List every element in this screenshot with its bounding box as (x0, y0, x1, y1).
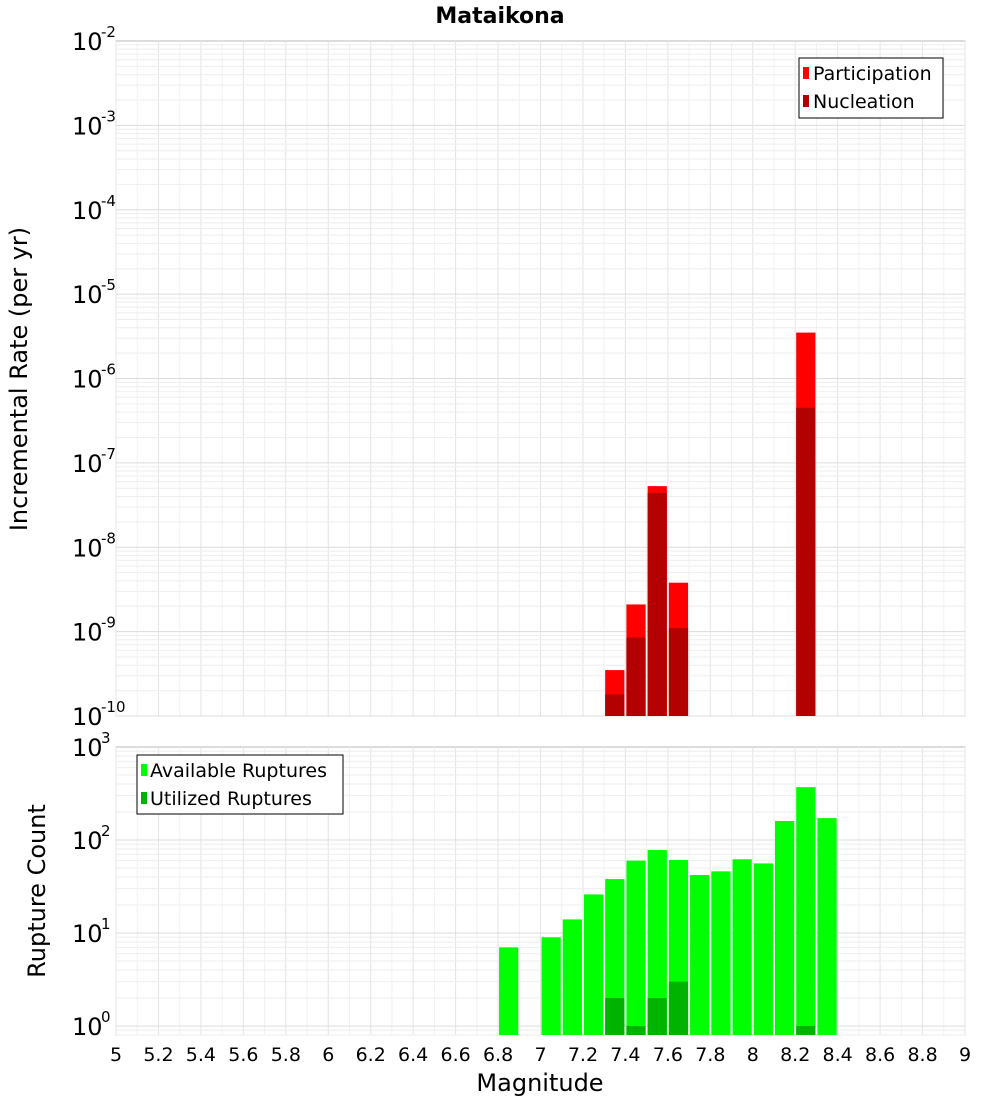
bar-nucleation (796, 407, 816, 716)
y-tick-exponent: -9 (101, 614, 116, 632)
y-tick-label: 10 (72, 197, 103, 225)
x-tick-label: 5 (110, 1044, 122, 1066)
legend-label-nucleation: Nucleation (813, 91, 915, 113)
y-tick-label: 10 (72, 450, 103, 478)
legend-label-available: Available Ruptures (150, 760, 327, 782)
y-tick-exponent: -10 (101, 698, 126, 716)
top-legend: Participation Nucleation (798, 57, 944, 119)
legend-label-participation: Participation (813, 63, 932, 85)
top-y-axis-label: Incremental Rate (per yr) (5, 227, 33, 531)
chart-title: Mataikona (435, 4, 564, 29)
x-tick-label: 6.4 (398, 1044, 428, 1066)
bottom-legend-box (136, 754, 344, 815)
bar-nucleation (605, 694, 625, 716)
x-tick-label: 7.8 (695, 1044, 725, 1066)
legend-swatch-participation (803, 67, 809, 79)
y-tick-exponent: -8 (101, 529, 116, 547)
bar-available-ruptures (732, 859, 752, 1035)
bar-nucleation (647, 492, 667, 716)
legend-swatch-available (141, 764, 147, 776)
top-bars (605, 332, 816, 716)
x-tick-label: 6.8 (483, 1044, 513, 1066)
x-tick-label: 7.4 (610, 1044, 640, 1066)
y-tick-exponent: 0 (101, 1008, 111, 1026)
x-tick-label: 6.2 (356, 1044, 386, 1066)
bar-available-ruptures (541, 937, 561, 1035)
y-tick-exponent: -7 (101, 445, 116, 463)
x-tick-label: 5.2 (143, 1044, 173, 1066)
y-tick-label: 10 (72, 703, 103, 731)
bar-available-ruptures (605, 879, 625, 1035)
legend-swatch-nucleation (803, 95, 809, 107)
x-tick-label: 9 (959, 1044, 971, 1066)
bar-available-ruptures (796, 787, 816, 1035)
x-tick-label: 8.4 (823, 1044, 853, 1066)
bar-utilized-ruptures (605, 997, 625, 1035)
x-tick-label: 5.6 (228, 1044, 258, 1066)
y-tick-label: 10 (72, 827, 103, 855)
bar-available-ruptures (690, 875, 710, 1035)
x-tick-label: 8.2 (780, 1044, 810, 1066)
bar-available-ruptures (499, 947, 519, 1035)
y-tick-exponent: -5 (101, 276, 116, 294)
x-tick-label: 8.6 (865, 1044, 895, 1066)
bar-utilized-ruptures (647, 997, 667, 1035)
y-tick-exponent: -6 (101, 361, 116, 379)
bar-available-ruptures (562, 919, 582, 1035)
y-tick-exponent: 1 (101, 915, 111, 933)
bar-available-ruptures (647, 850, 667, 1035)
bar-utilized-ruptures (796, 1025, 816, 1035)
bottom-y-axis-label: Rupture Count (23, 804, 51, 978)
top-legend-box (798, 57, 944, 119)
x-tick-label: 7 (534, 1044, 546, 1066)
x-tick-label: 6.6 (440, 1044, 470, 1066)
bar-available-ruptures (711, 871, 731, 1035)
bar-available-ruptures (753, 863, 773, 1035)
y-tick-label: 10 (72, 534, 103, 562)
bottom-legend: Available Ruptures Utilized Ruptures (136, 754, 344, 815)
x-tick-label: 6 (322, 1044, 334, 1066)
y-tick-label: 10 (72, 28, 103, 56)
y-tick-exponent: 3 (101, 729, 111, 747)
y-tick-exponent: -4 (101, 192, 116, 210)
x-tick-labels: 5 5.2 5.4 5.6 5.8 6 6.2 6.4 6.6 6.8 7 7.2 7.4 7.6 7.8 8… (110, 1044, 971, 1066)
legend-label-utilized: Utilized Ruptures (150, 788, 312, 810)
legend-swatch-utilized (141, 792, 147, 804)
bar-available-ruptures (817, 818, 837, 1035)
x-tick-label: 7.6 (653, 1044, 683, 1066)
y-tick-exponent: 2 (101, 822, 111, 840)
bar-available-ruptures (583, 894, 604, 1035)
x-tick-label: 5.4 (186, 1044, 216, 1066)
y-tick-exponent: -2 (101, 23, 116, 41)
y-tick-exponent: -3 (101, 107, 116, 125)
top-grid (115, 41, 966, 717)
y-tick-label: 10 (72, 920, 103, 948)
y-tick-label: 10 (72, 281, 103, 309)
bottom-bars (499, 787, 837, 1035)
x-tick-label: 7.2 (568, 1044, 598, 1066)
y-tick-label: 10 (72, 112, 103, 140)
bar-nucleation (626, 637, 646, 716)
x-tick-label: 8 (747, 1044, 759, 1066)
y-tick-label: 10 (72, 734, 103, 762)
x-tick-label: 5.8 (271, 1044, 301, 1066)
bar-utilized-ruptures (626, 1025, 646, 1035)
bar-utilized-ruptures (668, 981, 689, 1035)
y-tick-label: 10 (72, 619, 103, 647)
y-tick-label: 10 (72, 366, 103, 394)
x-axis-label: Magnitude (476, 1069, 603, 1097)
y-tick-label: 10 (72, 1013, 103, 1041)
bar-available-ruptures (774, 821, 795, 1035)
bar-nucleation (668, 628, 689, 716)
x-tick-label: 8.8 (907, 1044, 937, 1066)
bar-available-ruptures (626, 860, 646, 1035)
